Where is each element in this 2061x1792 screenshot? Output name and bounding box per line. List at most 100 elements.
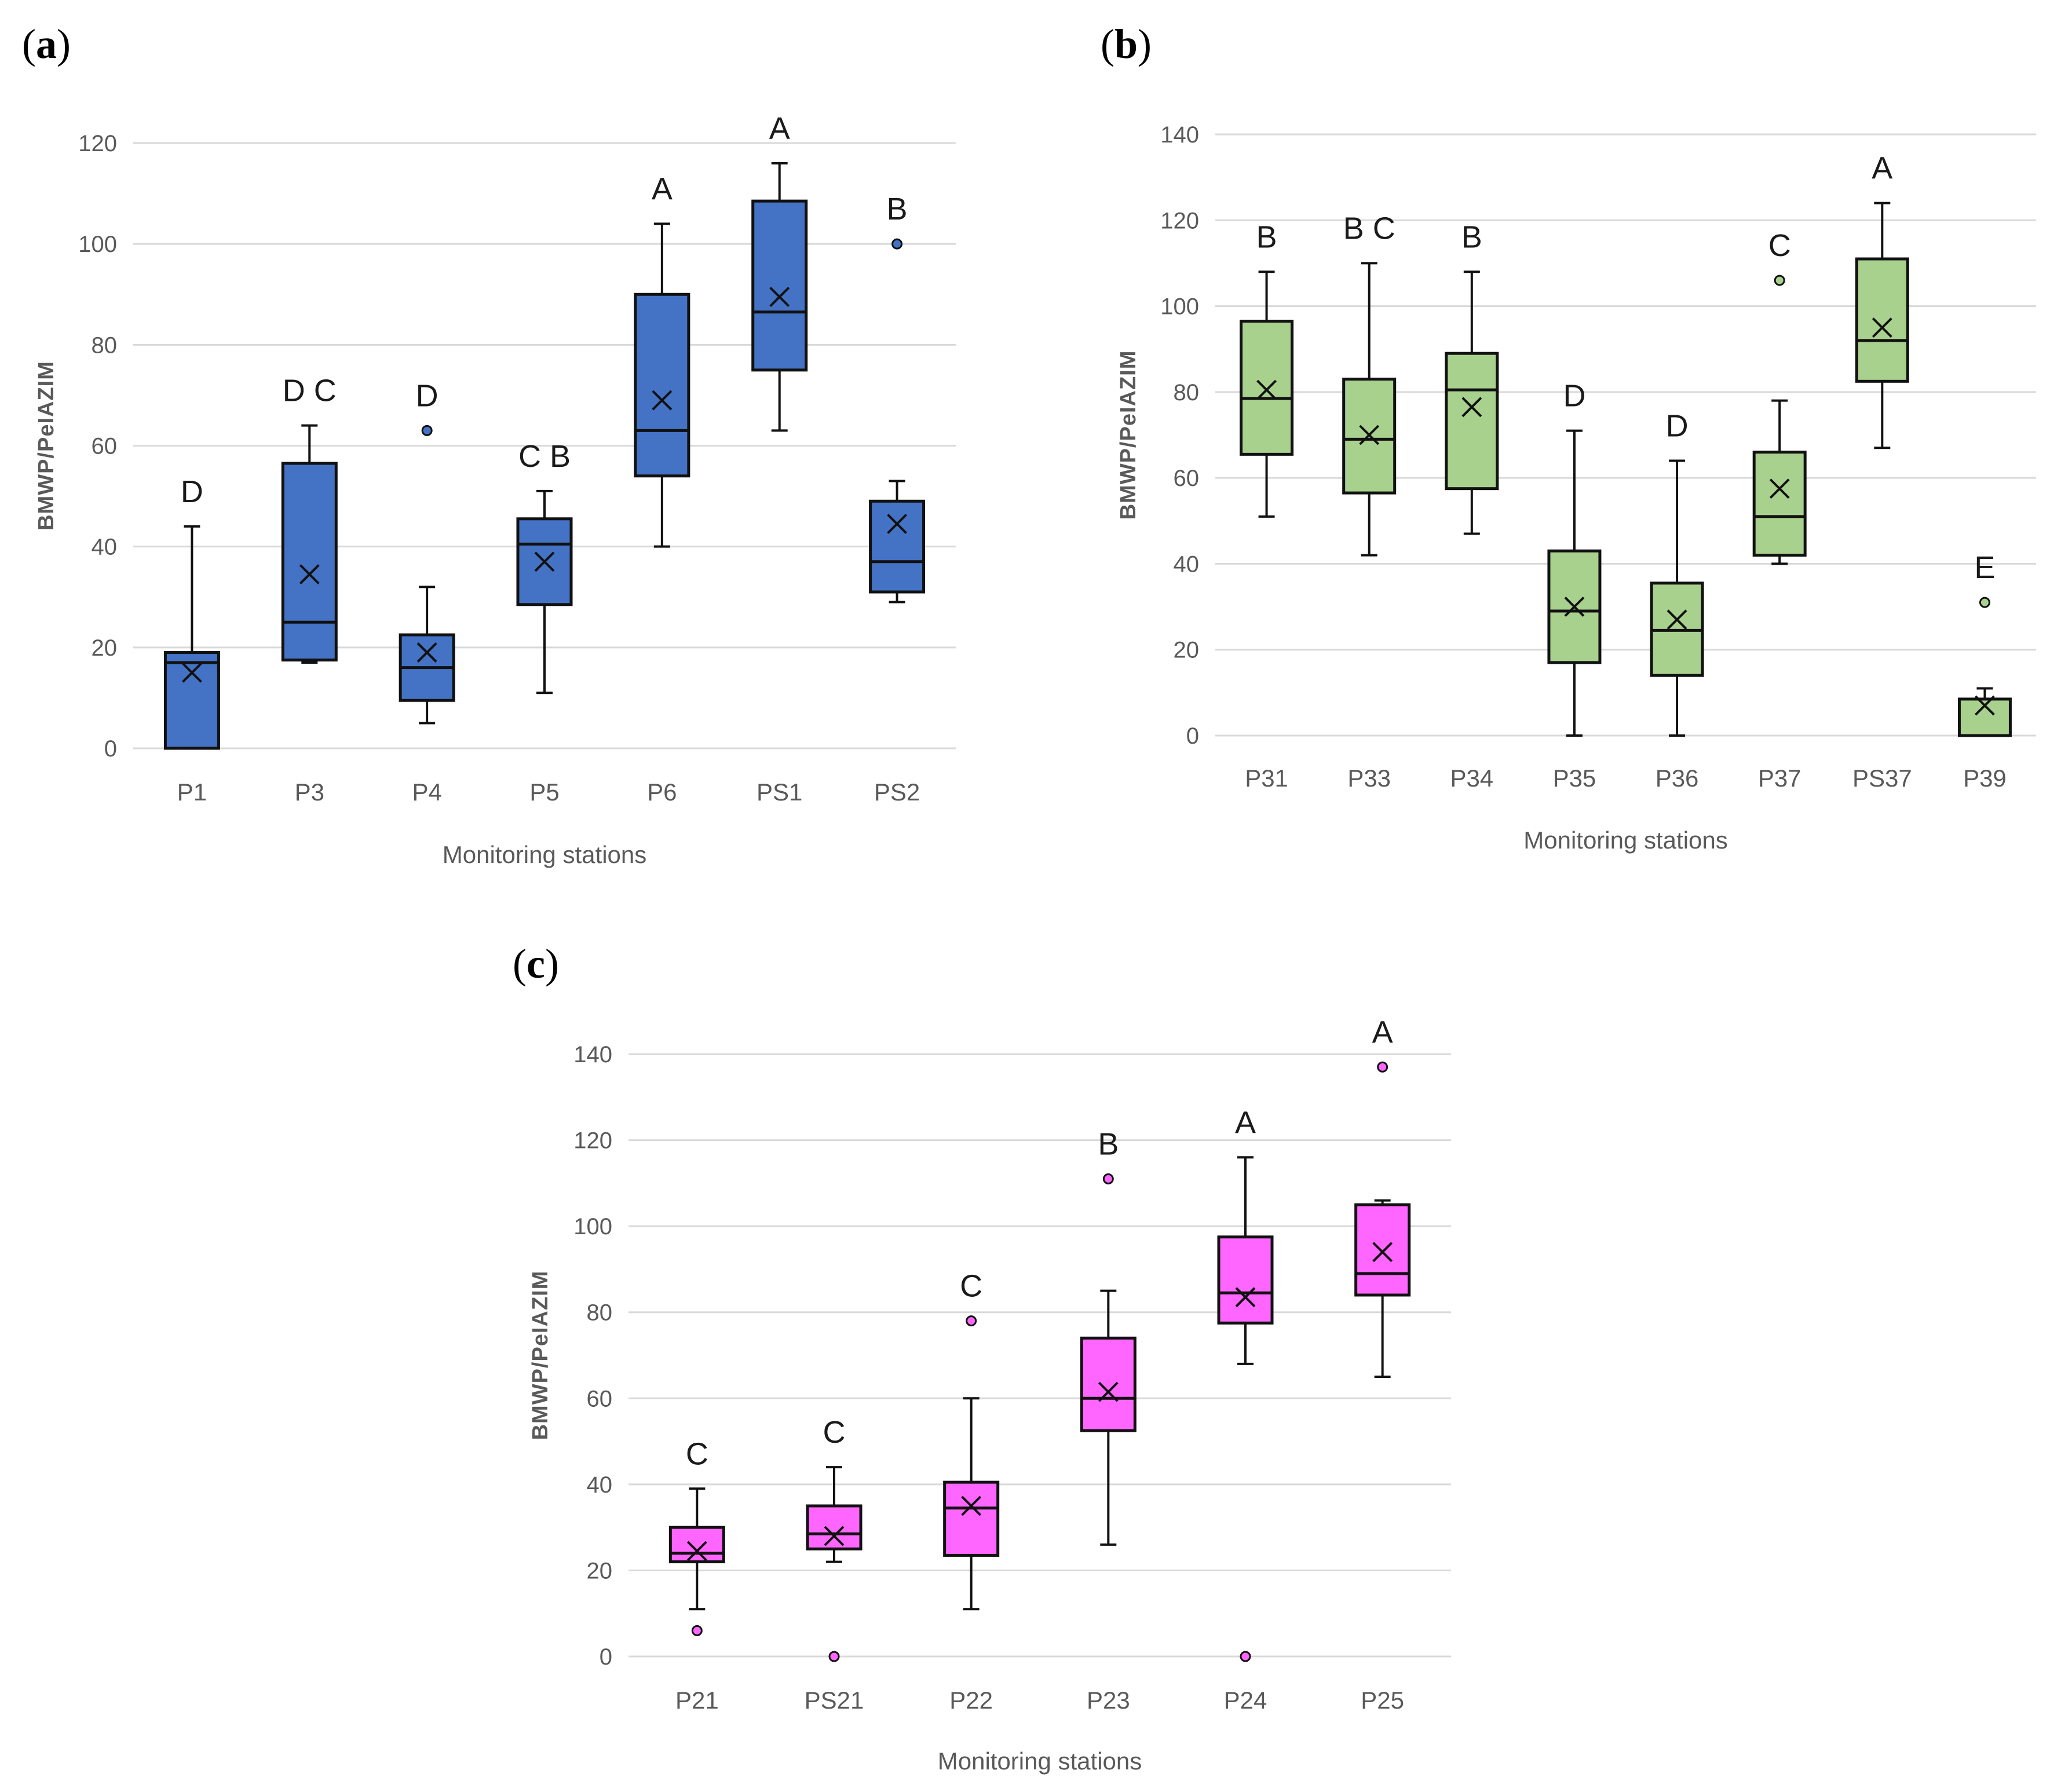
significance-letters-c-P23: B [1098, 1127, 1119, 1161]
x-axis-title-b: Monitoring stations [1523, 826, 1728, 854]
x-tick-label-b-P34: P34 [1450, 765, 1493, 792]
mean-marker-a-PS2 [887, 514, 907, 534]
outlier-b-P39-0 [1979, 597, 1990, 608]
x-tick-label-b-P36: P36 [1656, 765, 1699, 792]
mean-marker-b-P37 [1769, 478, 1790, 499]
x-tick-label-b-PS37: PS37 [1852, 765, 1912, 792]
y-tick-label-a-60: 60 [92, 434, 118, 459]
outlier-a-P4-0 [421, 425, 433, 436]
panel-label-a: (a) [22, 21, 71, 67]
boxplot-chart-b: 0 20 40 60 80 100 120 140 P31 P33 P34 P35 P36 P37 PS37… [1116, 122, 2036, 854]
y-tick-label-c-80: 80 [587, 1300, 613, 1326]
box-a-P6 [634, 292, 690, 478]
mean-marker-a-P6 [652, 390, 673, 411]
outlier-c-P24-0 [1240, 1651, 1251, 1662]
significance-letters-c-P25: A [1372, 1015, 1393, 1049]
box-a-P3 [281, 462, 338, 662]
box-c-P25 [1354, 1203, 1411, 1297]
y-tick-label-c-40: 40 [587, 1472, 613, 1498]
x-tick-label-b-P31: P31 [1245, 765, 1288, 792]
significance-letters-b-PS37: A [1872, 151, 1892, 186]
mean-marker-a-PS1 [769, 287, 790, 308]
y-tick-label-a-120: 120 [78, 131, 117, 156]
significance-letters-a-PS2: B [887, 192, 908, 226]
significance-letters-a-P5: C B [518, 439, 571, 474]
y-tick-label-b-120: 120 [1160, 208, 1199, 233]
x-axis-title-c: Monitoring stations [938, 1747, 1142, 1775]
box-a-PS2 [869, 499, 926, 594]
x-axis-title-a: Monitoring stations [443, 841, 647, 868]
box-group-c-P25: A [1354, 1015, 1411, 1378]
mean-marker-a-P5 [534, 551, 555, 572]
y-tick-label-c-0: 0 [600, 1644, 612, 1670]
y-axis-title-a: BMWP/PeIAZIM [34, 361, 59, 531]
mean-marker-c-P24 [1235, 1287, 1256, 1308]
significance-letters-c-P21: C [686, 1436, 708, 1471]
x-tick-label-a-P4: P4 [412, 778, 441, 806]
x-tick-label-b-P33: P33 [1347, 765, 1391, 792]
box-b-P31 [1240, 320, 1294, 456]
x-tick-label-c-PS21: PS21 [805, 1687, 864, 1714]
y-tick-label-c-60: 60 [587, 1386, 613, 1411]
x-tick-label-a-PS1: PS1 [757, 778, 802, 806]
outlier-a-PS2-0 [891, 238, 903, 250]
box-group-b-P37: C [1752, 228, 1807, 565]
outlier-c-P25-0 [1377, 1061, 1388, 1073]
y-tick-label-a-0: 0 [104, 736, 117, 762]
y-tick-label-c-140: 140 [573, 1042, 612, 1067]
box-b-P37 [1752, 451, 1807, 557]
mean-marker-b-P39 [1975, 695, 1995, 716]
box-c-P23 [1080, 1336, 1137, 1432]
box-group-a-PS2: B [869, 192, 926, 604]
outlier-c-PS21-0 [828, 1651, 840, 1662]
significance-letters-c-P24: A [1235, 1105, 1256, 1140]
mean-marker-c-PS21 [824, 1526, 845, 1546]
box-c-PS21 [806, 1504, 863, 1550]
outlier-c-P22-0 [966, 1315, 977, 1327]
y-tick-label-b-40: 40 [1174, 551, 1200, 577]
panel-label-c: (c) [513, 941, 559, 987]
significance-letters-b-P37: C [1768, 228, 1791, 263]
significance-letters-c-P22: C [960, 1269, 982, 1304]
mean-marker-b-PS37 [1872, 317, 1892, 338]
y-tick-label-b-60: 60 [1174, 466, 1200, 491]
boxplot-chart-a: 0 20 40 60 80 100 120 P1 P3 P4 P5 P6 PS1 PS2 Monitorin… [34, 111, 956, 868]
box-group-a-PS1: A [751, 111, 808, 432]
x-tick-label-b-P39: P39 [1963, 765, 2007, 792]
box-group-c-P22: C [943, 1269, 1000, 1611]
box-group-b-P39: E [1957, 550, 2012, 737]
mean-marker-c-P21 [686, 1541, 707, 1561]
box-group-b-P35: D [1547, 379, 1602, 737]
significance-letters-c-PS21: C [823, 1415, 846, 1450]
box-group-b-P36: D [1650, 408, 1704, 737]
mean-marker-a-P3 [299, 564, 320, 584]
box-group-b-P33: B C [1342, 211, 1397, 557]
x-tick-label-c-P23: P23 [1087, 1687, 1130, 1714]
box-c-P22 [943, 1480, 1000, 1557]
x-tick-label-b-P37: P37 [1758, 765, 1801, 792]
x-tick-label-a-P1: P1 [177, 778, 207, 806]
y-tick-label-b-80: 80 [1174, 380, 1200, 405]
y-tick-label-b-0: 0 [1186, 723, 1199, 749]
y-tick-label-b-100: 100 [1160, 294, 1199, 320]
mean-marker-a-P1 [182, 662, 202, 683]
mean-marker-a-P4 [416, 642, 437, 663]
significance-letters-a-P1: D [181, 474, 203, 509]
box-group-a-P5: C B [516, 439, 573, 694]
box-group-b-PS37: A [1855, 151, 1909, 449]
mean-marker-c-P25 [1372, 1242, 1393, 1263]
x-tick-label-a-P5: P5 [529, 778, 559, 806]
y-tick-label-b-140: 140 [1160, 122, 1199, 148]
significance-letters-b-P33: B C [1343, 211, 1395, 246]
y-axis-title-c: BMWP/PeIAZIM [528, 1271, 553, 1440]
x-tick-label-a-P3: P3 [295, 778, 324, 806]
significance-letters-b-P36: D [1666, 408, 1689, 443]
significance-letters-b-P31: B [1256, 220, 1277, 254]
box-group-a-P1: D [163, 474, 220, 750]
box-b-PS37 [1855, 257, 1909, 383]
significance-letters-a-P6: A [652, 171, 673, 206]
mean-marker-b-P34 [1461, 397, 1482, 418]
outlier-b-P37-0 [1774, 275, 1785, 286]
x-tick-label-c-P21: P21 [675, 1687, 719, 1714]
